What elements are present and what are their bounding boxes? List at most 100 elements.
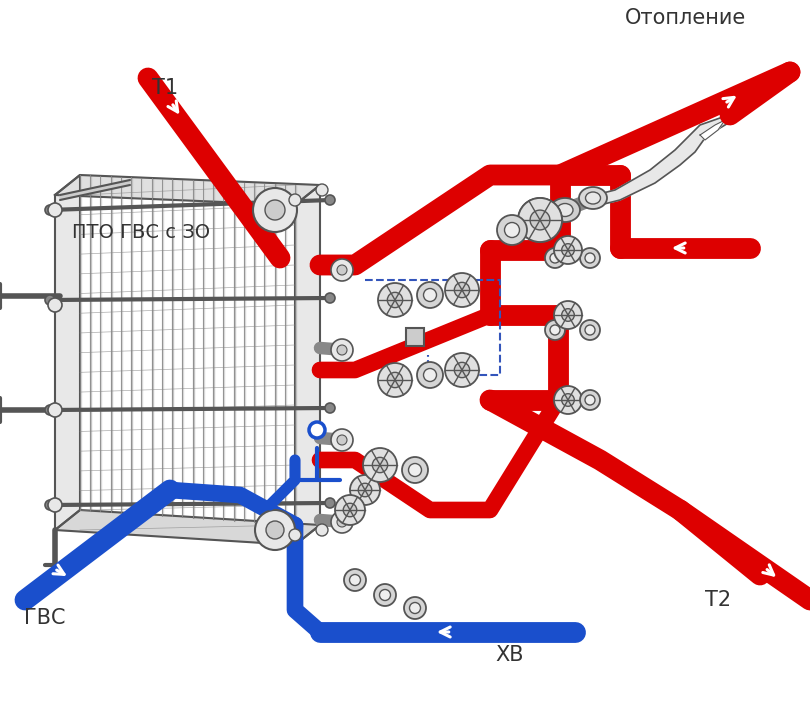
Circle shape: [289, 529, 301, 541]
Circle shape: [45, 205, 55, 215]
Circle shape: [417, 282, 443, 308]
Polygon shape: [700, 120, 725, 140]
Polygon shape: [254, 183, 255, 522]
Circle shape: [580, 248, 600, 268]
Circle shape: [325, 498, 335, 508]
Circle shape: [378, 363, 412, 397]
Ellipse shape: [579, 187, 607, 209]
Circle shape: [253, 188, 297, 232]
Circle shape: [445, 353, 479, 387]
Ellipse shape: [550, 198, 580, 222]
Circle shape: [48, 403, 62, 417]
Polygon shape: [285, 185, 286, 524]
Circle shape: [561, 244, 574, 256]
Polygon shape: [193, 180, 194, 518]
Circle shape: [337, 435, 347, 445]
FancyBboxPatch shape: [406, 328, 424, 346]
Circle shape: [337, 265, 347, 275]
Circle shape: [331, 259, 353, 281]
Circle shape: [550, 325, 560, 335]
Circle shape: [331, 429, 353, 451]
Circle shape: [454, 282, 470, 298]
Circle shape: [337, 517, 347, 527]
Circle shape: [530, 210, 550, 230]
Circle shape: [331, 511, 353, 533]
Circle shape: [585, 253, 595, 263]
Circle shape: [561, 309, 574, 322]
Polygon shape: [595, 115, 730, 205]
Polygon shape: [121, 177, 122, 513]
Polygon shape: [213, 181, 214, 519]
Circle shape: [378, 283, 412, 317]
Circle shape: [554, 236, 582, 264]
Circle shape: [410, 602, 420, 614]
Polygon shape: [151, 178, 152, 515]
Text: ГВС: ГВС: [24, 608, 66, 628]
Circle shape: [48, 298, 62, 312]
Circle shape: [402, 457, 428, 483]
Circle shape: [331, 339, 353, 361]
Text: Отопление: Отопление: [625, 8, 747, 28]
Circle shape: [255, 510, 295, 550]
Circle shape: [518, 198, 562, 242]
Polygon shape: [80, 175, 81, 510]
Polygon shape: [131, 178, 132, 514]
Circle shape: [45, 500, 55, 510]
Polygon shape: [142, 178, 143, 515]
Circle shape: [358, 483, 372, 497]
Circle shape: [350, 475, 380, 505]
Circle shape: [309, 422, 325, 438]
Text: T2: T2: [705, 590, 731, 610]
Circle shape: [580, 320, 600, 340]
Text: ПТО ГВС с ЗО: ПТО ГВС с ЗО: [72, 223, 210, 242]
Circle shape: [343, 503, 356, 517]
Circle shape: [325, 403, 335, 413]
Circle shape: [349, 574, 360, 585]
Circle shape: [387, 372, 403, 388]
Circle shape: [316, 184, 328, 196]
Circle shape: [445, 273, 479, 307]
Polygon shape: [90, 176, 92, 511]
Circle shape: [530, 210, 550, 230]
Circle shape: [554, 386, 582, 414]
Circle shape: [48, 498, 62, 512]
Circle shape: [337, 345, 347, 355]
Text: T1: T1: [152, 78, 178, 98]
Circle shape: [424, 369, 437, 381]
Circle shape: [417, 362, 443, 388]
Circle shape: [545, 320, 565, 340]
Circle shape: [374, 584, 396, 606]
Ellipse shape: [586, 192, 600, 204]
Circle shape: [585, 325, 595, 335]
Circle shape: [505, 223, 519, 237]
Text: ХВ: ХВ: [496, 645, 524, 665]
Polygon shape: [55, 175, 320, 205]
Circle shape: [550, 253, 560, 263]
Circle shape: [373, 457, 388, 472]
Circle shape: [518, 198, 562, 242]
Circle shape: [48, 203, 62, 217]
Polygon shape: [264, 183, 266, 523]
Circle shape: [585, 395, 595, 405]
Circle shape: [266, 521, 284, 539]
Polygon shape: [244, 183, 245, 522]
Circle shape: [45, 405, 55, 415]
Circle shape: [424, 289, 437, 301]
Circle shape: [580, 390, 600, 410]
Circle shape: [380, 590, 390, 600]
Circle shape: [497, 215, 527, 245]
Polygon shape: [295, 185, 320, 545]
Polygon shape: [111, 176, 112, 512]
Circle shape: [344, 569, 366, 591]
Circle shape: [363, 448, 397, 482]
Circle shape: [316, 524, 328, 536]
Polygon shape: [55, 175, 80, 530]
Polygon shape: [233, 182, 235, 521]
Polygon shape: [60, 180, 130, 200]
Circle shape: [387, 292, 403, 307]
Circle shape: [325, 195, 335, 205]
Circle shape: [408, 463, 421, 477]
Circle shape: [325, 293, 335, 303]
Polygon shape: [100, 176, 101, 512]
Polygon shape: [295, 185, 296, 525]
